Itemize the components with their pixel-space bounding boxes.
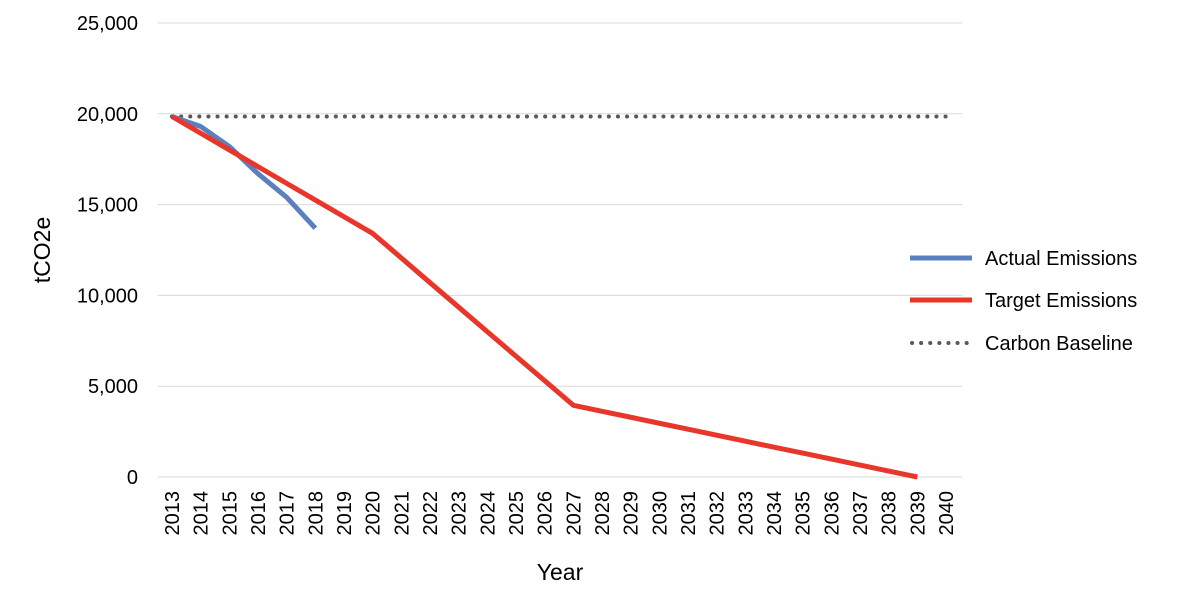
x-tick-label: 2014 (191, 491, 213, 536)
x-tick-label: 2027 (563, 491, 585, 536)
series-lines (170, 114, 948, 480)
y-tick-label: 5,000 (88, 376, 138, 398)
y-tick-label: 0 (127, 467, 138, 489)
x-tick-label: 2026 (535, 491, 557, 536)
x-tick-label: 2019 (334, 491, 356, 536)
x-tick-label: 2020 (363, 491, 385, 536)
gridlines (158, 22, 962, 478)
y-axis-title: tCO2e (29, 217, 55, 283)
y-axis-ticks: 0 5,000 10,000 15,000 20,000 25,000 (77, 13, 138, 489)
legend-label: Target Emissions (985, 290, 1137, 312)
x-axis-ticks: 2013 2014 2015 2016 2017 2018 2019 2020 2021 2022… (162, 491, 958, 536)
x-tick-label: 2029 (621, 491, 643, 536)
series-line (170, 114, 918, 480)
x-tick-label: 2038 (879, 491, 901, 536)
x-tick-label: 2021 (391, 491, 413, 536)
y-tick-label: 20,000 (77, 104, 138, 126)
x-tick-label: 2036 (821, 491, 843, 536)
x-tick-label: 2013 (162, 491, 184, 536)
legend-label: Actual Emissions (985, 248, 1137, 270)
legend-label: Carbon Baseline (985, 333, 1133, 355)
x-tick-label: 2032 (707, 491, 729, 536)
x-tick-label: 2015 (219, 491, 241, 536)
x-tick-label: 2039 (907, 491, 929, 536)
x-tick-label: 2035 (793, 491, 815, 536)
x-tick-label: 2025 (506, 491, 528, 536)
x-tick-label: 2018 (305, 491, 327, 536)
x-tick-label: 2017 (277, 491, 299, 536)
x-tick-label: 2022 (420, 491, 442, 536)
x-tick-label: 2016 (248, 491, 270, 536)
y-tick-label: 15,000 (77, 195, 138, 217)
x-tick-label: 2024 (477, 491, 499, 536)
x-tick-label: 2034 (764, 491, 786, 536)
x-tick-label: 2031 (678, 491, 700, 536)
x-tick-label: 2033 (735, 491, 757, 536)
y-tick-label: 10,000 (77, 285, 138, 307)
x-tick-label: 2023 (449, 491, 471, 536)
x-tick-label: 2040 (936, 491, 958, 536)
y-tick-label: 25,000 (77, 13, 138, 35)
x-tick-label: 2030 (649, 491, 671, 536)
legend: Actual Emissions Target Emissions Carbon B… (910, 248, 1137, 355)
series-line (171, 114, 318, 230)
x-tick-label: 2037 (850, 491, 872, 536)
x-axis-title: Year (537, 559, 584, 585)
x-tick-label: 2028 (592, 491, 614, 536)
